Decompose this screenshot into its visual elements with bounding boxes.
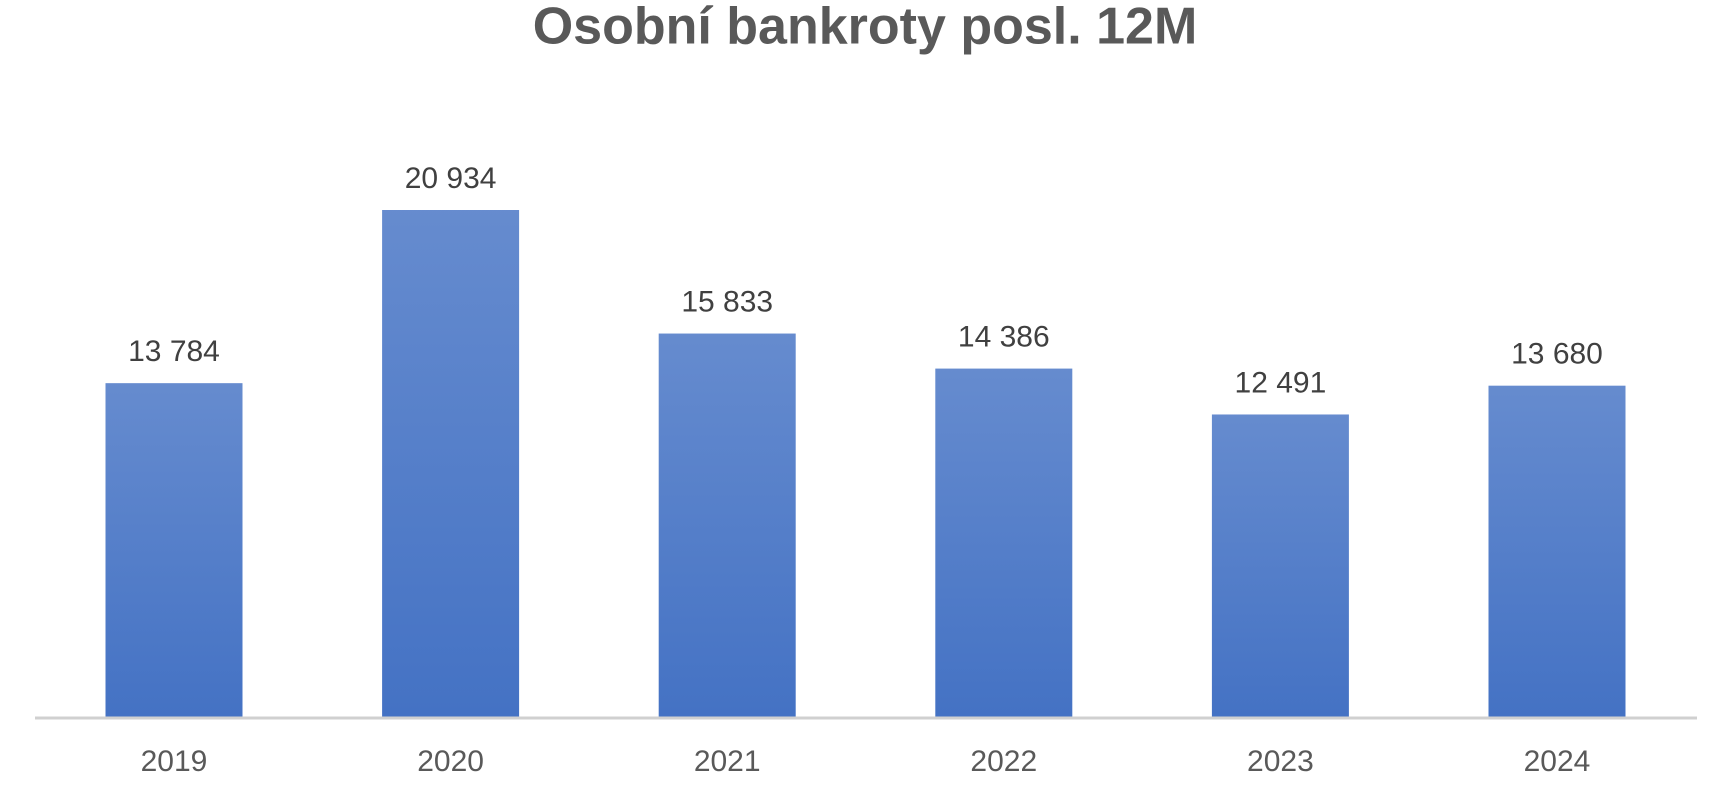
- x-tick-label: 2022: [970, 745, 1037, 778]
- data-label: 14 386: [958, 321, 1050, 354]
- bar: [658, 333, 796, 717]
- data-label: 15 833: [681, 285, 773, 318]
- chart-title: Osobní bankroty posl. 12M: [533, 0, 1198, 56]
- data-label: 13 784: [128, 335, 220, 368]
- x-tick-label: 2019: [141, 745, 208, 778]
- data-label: 13 680: [1511, 338, 1603, 371]
- data-label: 12 491: [1235, 366, 1327, 399]
- bar: [1211, 414, 1349, 717]
- x-tick-label: 2024: [1524, 745, 1591, 778]
- x-tick-label: 2020: [417, 745, 484, 778]
- x-tick-label: 2023: [1247, 745, 1314, 778]
- bar: [382, 210, 520, 717]
- bar: [105, 383, 243, 717]
- bar: [935, 368, 1073, 717]
- data-label: 20 934: [405, 162, 497, 195]
- x-tick-label: 2021: [694, 745, 761, 778]
- bar: [1488, 385, 1626, 717]
